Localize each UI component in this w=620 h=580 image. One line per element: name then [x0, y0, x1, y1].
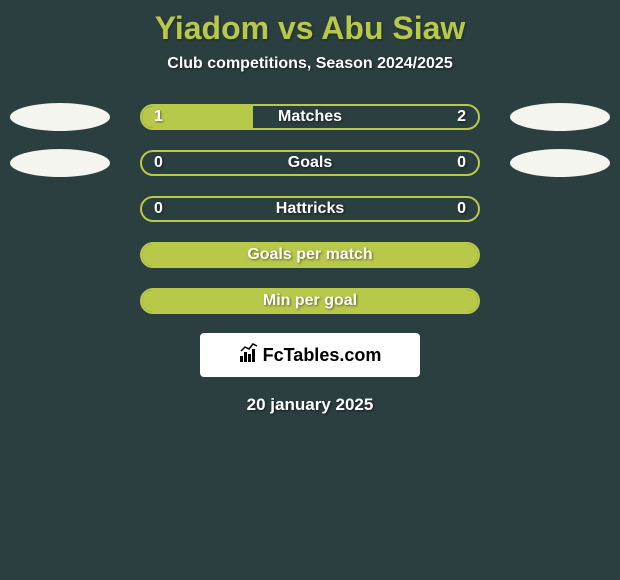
stat-bar: Goals per match	[140, 242, 480, 268]
stat-bar: 0 0 Goals	[140, 150, 480, 176]
stat-value-right: 0	[457, 154, 466, 172]
stat-value-left: 1	[154, 108, 163, 126]
player-marker-left	[10, 149, 110, 177]
logo-box: FcTables.com	[200, 333, 420, 377]
stat-row: 0 0 Hattricks	[0, 195, 620, 223]
stat-label: Hattricks	[276, 200, 344, 218]
date: 20 january 2025	[0, 395, 620, 415]
logo-text: FcTables.com	[263, 345, 382, 366]
stat-label: Goals	[288, 154, 332, 172]
stat-value-right: 0	[457, 200, 466, 218]
stats-container: 1 2 Matches 0 0 Goals 0 0 Hattricks Goals per mat…	[0, 103, 620, 315]
stat-row: 0 0 Goals	[0, 149, 620, 177]
logo: FcTables.com	[239, 343, 382, 368]
stat-row: Min per goal	[0, 287, 620, 315]
stat-bar: 0 0 Hattricks	[140, 196, 480, 222]
stat-bar: Min per goal	[140, 288, 480, 314]
stat-label: Min per goal	[263, 292, 357, 310]
stat-value-left: 0	[154, 200, 163, 218]
page-title: Yiadom vs Abu Siaw	[0, 0, 620, 55]
subtitle: Club competitions, Season 2024/2025	[0, 55, 620, 103]
player-marker-right	[510, 149, 610, 177]
stat-label: Goals per match	[247, 246, 372, 264]
stat-value-left: 0	[154, 154, 163, 172]
stat-row: Goals per match	[0, 241, 620, 269]
comparison-card: Yiadom vs Abu Siaw Club competitions, Se…	[0, 0, 620, 415]
stat-row: 1 2 Matches	[0, 103, 620, 131]
stat-bar: 1 2 Matches	[140, 104, 480, 130]
stat-value-right: 2	[457, 108, 466, 126]
chart-icon	[239, 343, 261, 368]
player-marker-right	[510, 103, 610, 131]
player-marker-left	[10, 103, 110, 131]
stat-label: Matches	[278, 108, 342, 126]
